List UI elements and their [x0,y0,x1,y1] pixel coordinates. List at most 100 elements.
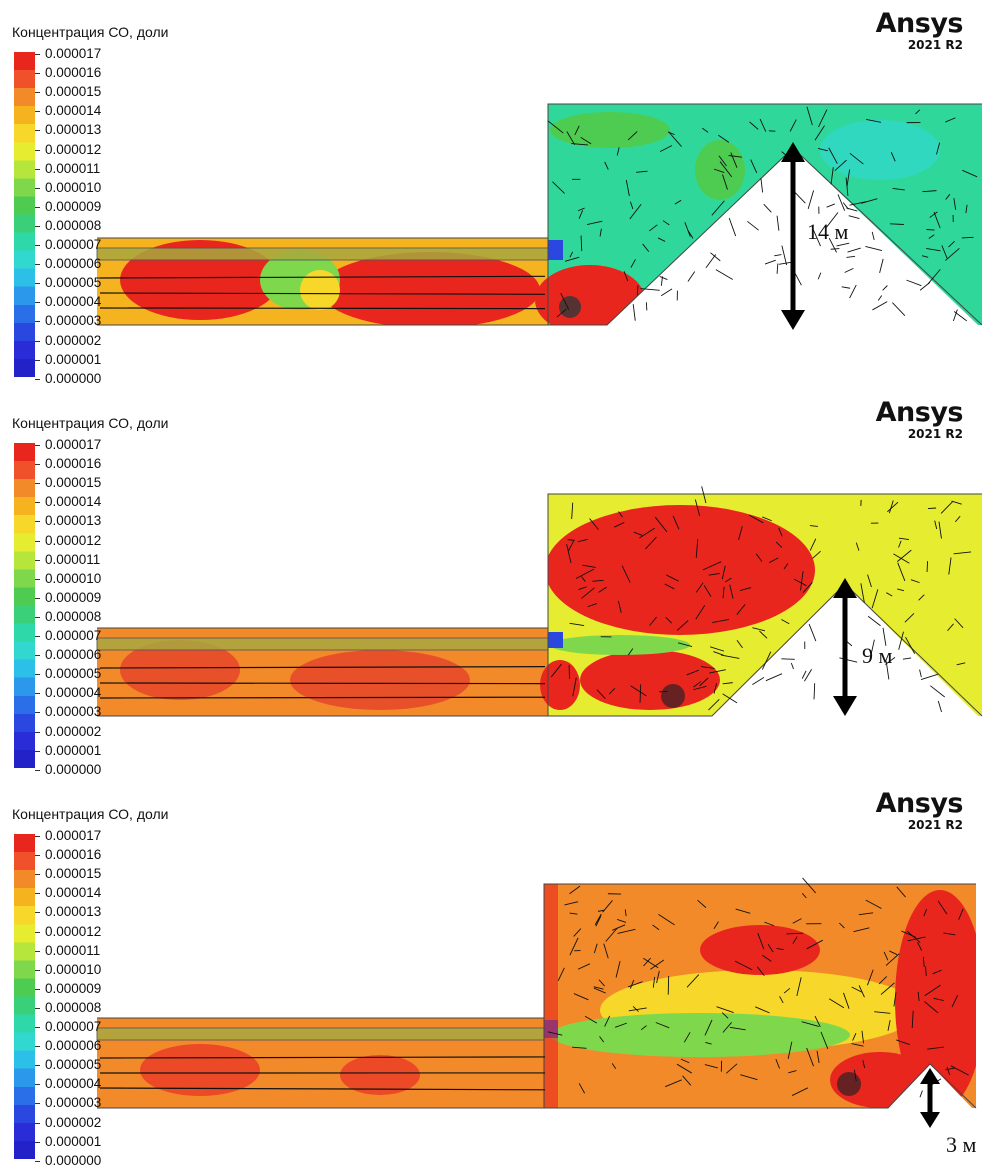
velocity-vector [809,624,816,641]
legend-tick-label: 0.000015 [45,84,101,100]
legend-tick-mark [35,502,40,503]
velocity-vector [827,204,835,207]
legend-tick-mark [35,264,40,265]
velocity-vector [846,256,855,257]
legend-tick-mark [35,54,40,55]
legend-tick-label: 0.000017 [45,828,101,844]
velocity-vector [880,259,884,273]
legend-tick-label: 0.000016 [45,847,101,863]
legend-tick-mark [35,1027,40,1028]
simulation-field [0,390,991,780]
legend-tick-mark [35,770,40,771]
velocity-vector [954,312,967,321]
height-label: 9 м [862,643,892,669]
velocity-vector [716,270,733,280]
legend-tick-mark [35,130,40,131]
legend-tick-label: 0.000002 [45,1115,101,1131]
legend-tick-label: 0.000000 [45,1153,101,1169]
legend-tick-mark [35,111,40,112]
legend-tick-mark [35,521,40,522]
velocity-vector [661,276,662,285]
velocity-vector [761,178,763,192]
legend-tick-label: 0.000009 [45,981,101,997]
velocity-vector [868,616,880,625]
legend-tick-label: 0.000000 [45,762,101,778]
velocity-vector [818,273,821,280]
simulation-field [0,780,991,1167]
velocity-vector [765,260,776,264]
legend-tick-label: 0.000013 [45,122,101,138]
legend-tick-mark [35,693,40,694]
legend-tick-mark [35,1161,40,1162]
velocity-vector [729,218,735,236]
legend-tick-label: 0.000001 [45,1134,101,1150]
velocity-vector [100,697,545,698]
velocity-vector [892,303,905,316]
velocity-vector [808,190,813,209]
velocity-vector [791,663,793,669]
legend-tick-mark [35,1065,40,1066]
velocity-vector [777,216,779,231]
legend-tick-label: 0.000000 [45,371,101,387]
height-label: 3 м [946,1132,976,1158]
velocity-vector [777,263,778,273]
legend-tick-label: 0.000006 [45,647,101,663]
legend-tick-mark [35,150,40,151]
legend-tick-label: 0.000013 [45,904,101,920]
velocity-vector [938,701,941,712]
height-label: 14 м [807,219,848,245]
panel-2: Концентрация СО, доли Ansys 2021 R2 9 м … [0,390,991,780]
legend-tick-label: 0.000014 [45,103,101,119]
velocity-vector [903,658,911,659]
legend-tick-mark [35,1084,40,1085]
legend-tick-label: 0.000001 [45,352,101,368]
simulation-field [0,0,991,390]
velocity-vector [920,282,930,290]
legend-tick-label: 0.000008 [45,609,101,625]
legend-tick-mark [35,226,40,227]
velocity-vector [661,289,672,296]
legend-tick-label: 0.000016 [45,456,101,472]
velocity-vector [953,310,957,322]
velocity-vector [872,232,874,240]
legend-tick-mark [35,1103,40,1104]
legend-tick-mark [35,912,40,913]
legend-tick-mark [35,360,40,361]
velocity-vector [883,286,888,291]
legend-tick-label: 0.000012 [45,533,101,549]
legend-tick-mark [35,1046,40,1047]
legend-tick-label: 0.000011 [45,552,100,568]
legend-tick-mark [35,92,40,93]
legend-tick-label: 0.000006 [45,1038,101,1054]
legend-tick-label: 0.000017 [45,46,101,62]
velocity-vector [814,683,815,699]
velocity-vector [839,658,857,662]
legend-tick-label: 0.000015 [45,475,101,491]
legend-tick-mark [35,464,40,465]
legend-tick-label: 0.000004 [45,685,101,701]
legend-tick-label: 0.000007 [45,1019,101,1035]
legend-tick-label: 0.000003 [45,704,101,720]
legend-tick-mark [35,245,40,246]
legend-tick-mark [35,732,40,733]
legend-tick-label: 0.000009 [45,199,101,215]
velocity-vector [688,271,695,281]
velocity-vector [100,308,545,309]
legend-tick-mark [35,932,40,933]
legend-tick-mark [35,1123,40,1124]
legend-tick-mark [35,970,40,971]
legend-tick-mark [35,1142,40,1143]
velocity-vector [849,216,860,219]
legend-tick-label: 0.000017 [45,437,101,453]
velocity-vector [100,683,545,684]
panel-1: Концентрация СО, доли Ansys 2021 R2 [0,0,991,390]
legend-tick-mark [35,674,40,675]
legend-tick-label: 0.000008 [45,218,101,234]
legend-tick-label: 0.000014 [45,885,101,901]
velocity-vector [842,287,850,288]
velocity-vector [848,248,861,252]
legend-tick-label: 0.000012 [45,924,101,940]
velocity-vector [930,686,944,697]
legend-tick-mark [35,541,40,542]
legend-tick-label: 0.000003 [45,1095,101,1111]
